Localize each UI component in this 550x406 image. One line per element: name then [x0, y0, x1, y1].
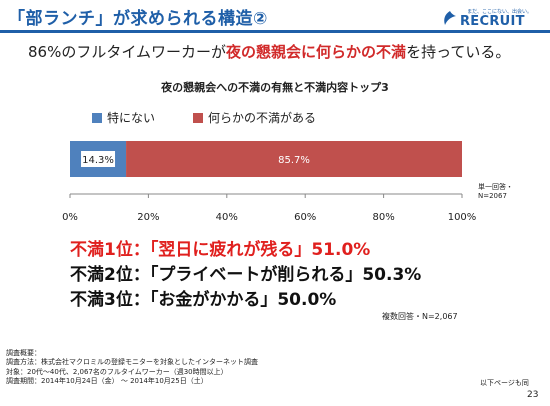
ranking-list: 不満1位：「翌日に疲れが残る」51.0% 不満2位：「プライベートが削られる」5… [70, 238, 421, 313]
next-page-note: 以下ページも同 [480, 379, 529, 387]
survey-method: 調査方法：株式会社マクロミルの登録モニターを対象としたインターネット調査 [6, 358, 258, 367]
data-label-0: 14.3% [82, 155, 114, 166]
chart-title: 夜の懇親会への不満の有無と不満内容トップ3 [161, 81, 389, 94]
chart-note-line1: 単一回答・ [478, 183, 513, 191]
ranking-note: 複数回答・N=2,067 [382, 312, 458, 321]
x-tick-label: 0% [62, 212, 78, 223]
x-tick-label: 40% [216, 212, 238, 223]
x-tick-label: 60% [294, 212, 316, 223]
legend-item-dissatisfied: 何らかの不満がある [193, 109, 316, 126]
headline-highlight: 夜の懇親会に何らかの不満 [226, 43, 407, 61]
survey-heading: 調査概要： [6, 349, 41, 357]
rank-2: 不満2位：「プライベートが削られる」50.3% [70, 265, 422, 285]
chart-n-note: 単一回答・ N=2067 [478, 183, 513, 201]
headline: 86%のフルタイムワーカーが夜の懇親会に何らかの不満を持っている。 [28, 41, 510, 62]
logo-tagline: まだ、ここにない、出会い。 [467, 9, 532, 15]
legend-label-none: 特にない [107, 111, 156, 125]
slide-title: 「部ランチ」が求められる構造② [8, 9, 268, 29]
chart-legend: 特にない 何らかの不満がある [92, 109, 316, 126]
headline-post: を持っている。 [406, 43, 511, 61]
survey-period: 調査期間：2014年10月24日（金） ～ 2014年10月25日（土） [6, 376, 208, 385]
x-tick-label: 100% [448, 212, 477, 223]
legend-label-dissatisfied: 何らかの不満がある [208, 111, 317, 125]
rank-1: 不満1位：「翌日に疲れが残る」51.0% [70, 240, 371, 260]
bar-segment-1 [126, 141, 462, 177]
survey-target: 対象：20代～40代、2,067名のフルタイムワーカー（週30時間以上） [6, 367, 228, 376]
data-label-bg [81, 151, 116, 167]
title-rule [0, 30, 550, 33]
x-tick-label: 80% [372, 212, 394, 223]
logo-text: RECRUIT [460, 14, 525, 29]
chart-note-line2: N=2067 [478, 192, 507, 200]
rank-3: 不満3位：「お金がかかる」50.0% [70, 290, 337, 310]
legend-item-none: 特にない [92, 109, 155, 126]
recruit-logo: まだ、ここにない、出会い。 RECRUIT [442, 4, 542, 30]
headline-pre: 86%のフルタイムワーカーが [28, 43, 227, 61]
legend-swatch-dissatisfied [193, 112, 204, 123]
legend-swatch-none [92, 112, 102, 123]
recruit-logo-mark-icon [444, 11, 456, 25]
x-tick-label: 20% [137, 212, 159, 223]
data-label-1: 85.7% [278, 155, 310, 166]
survey-overview: 調査概要： 調査方法：株式会社マクロミルの登録モニターを対象としたインターネット… [6, 349, 258, 386]
page-number: 23 [527, 390, 539, 400]
